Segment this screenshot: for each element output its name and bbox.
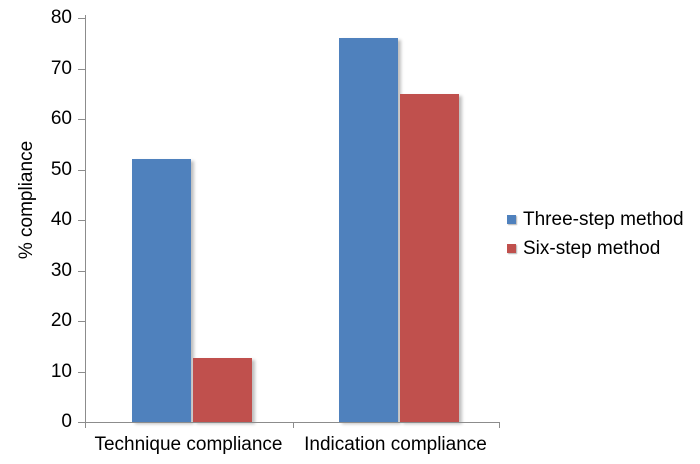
y-tick-mark — [78, 271, 85, 272]
bar — [400, 94, 459, 422]
bar — [193, 358, 252, 422]
x-tick-mark — [85, 422, 86, 428]
legend-swatch-icon — [507, 244, 516, 253]
y-tick-label: 0 — [61, 411, 72, 432]
x-axis-line — [85, 422, 500, 423]
y-tick-label: 30 — [50, 260, 72, 281]
y-tick-mark — [78, 422, 85, 423]
y-tick-label: 80 — [50, 7, 72, 28]
y-tick-label: 40 — [50, 209, 72, 230]
x-tick-mark — [293, 422, 294, 428]
x-axis-category-label: Technique compliance — [94, 434, 283, 455]
y-tick-label: 50 — [50, 159, 72, 180]
legend-item: Three-step method — [507, 209, 684, 230]
y-tick-mark — [78, 119, 85, 120]
bar — [339, 38, 398, 422]
y-tick-mark — [78, 170, 85, 171]
y-tick-label: 70 — [50, 58, 72, 79]
bar — [132, 159, 191, 422]
x-tick-mark — [499, 422, 500, 428]
legend-label: Six-step method — [523, 238, 661, 259]
y-tick-mark — [78, 220, 85, 221]
y-tick-mark — [78, 69, 85, 70]
y-axis-line — [85, 15, 86, 428]
y-tick-label: 60 — [50, 108, 72, 129]
x-axis-category-label: Indication compliance — [304, 434, 487, 455]
legend-item: Six-step method — [507, 238, 661, 259]
y-tick-mark — [78, 18, 85, 19]
y-tick-label: 20 — [50, 310, 72, 331]
y-tick-mark — [78, 372, 85, 373]
legend-swatch-icon — [507, 215, 516, 224]
legend-label: Three-step method — [523, 209, 684, 230]
y-tick-mark — [78, 321, 85, 322]
y-tick-label: 10 — [50, 361, 72, 382]
